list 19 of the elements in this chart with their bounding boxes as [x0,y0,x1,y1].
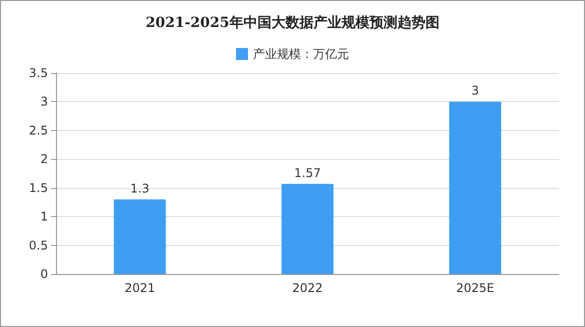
y-tick-label: 2.5 [28,123,48,138]
legend-label: 产业规模：万亿元 [253,47,349,61]
x-tick-label: 2022 [292,281,323,295]
y-tick-label: 0.5 [28,238,48,252]
data-label: 1.57 [294,166,321,180]
data-label: 3 [471,84,479,98]
y-tick-label: 2 [40,152,48,166]
x-tick-label: 2021 [124,281,156,295]
bar [282,184,334,274]
y-tick-label: 1 [40,210,48,224]
bar [114,199,166,274]
bar [449,102,502,274]
y-tick-label: 0 [40,267,48,281]
data-label: 1.3 [130,181,150,196]
x-tick-label: 2025E [456,281,494,295]
y-tick-label: 1.5 [28,180,48,195]
y-tick-label: 3.5 [28,66,48,80]
y-tick-label: 3 [40,94,48,109]
chart-title: 2021-2025年中国大数据产业规模预测趋势图 [146,14,440,31]
